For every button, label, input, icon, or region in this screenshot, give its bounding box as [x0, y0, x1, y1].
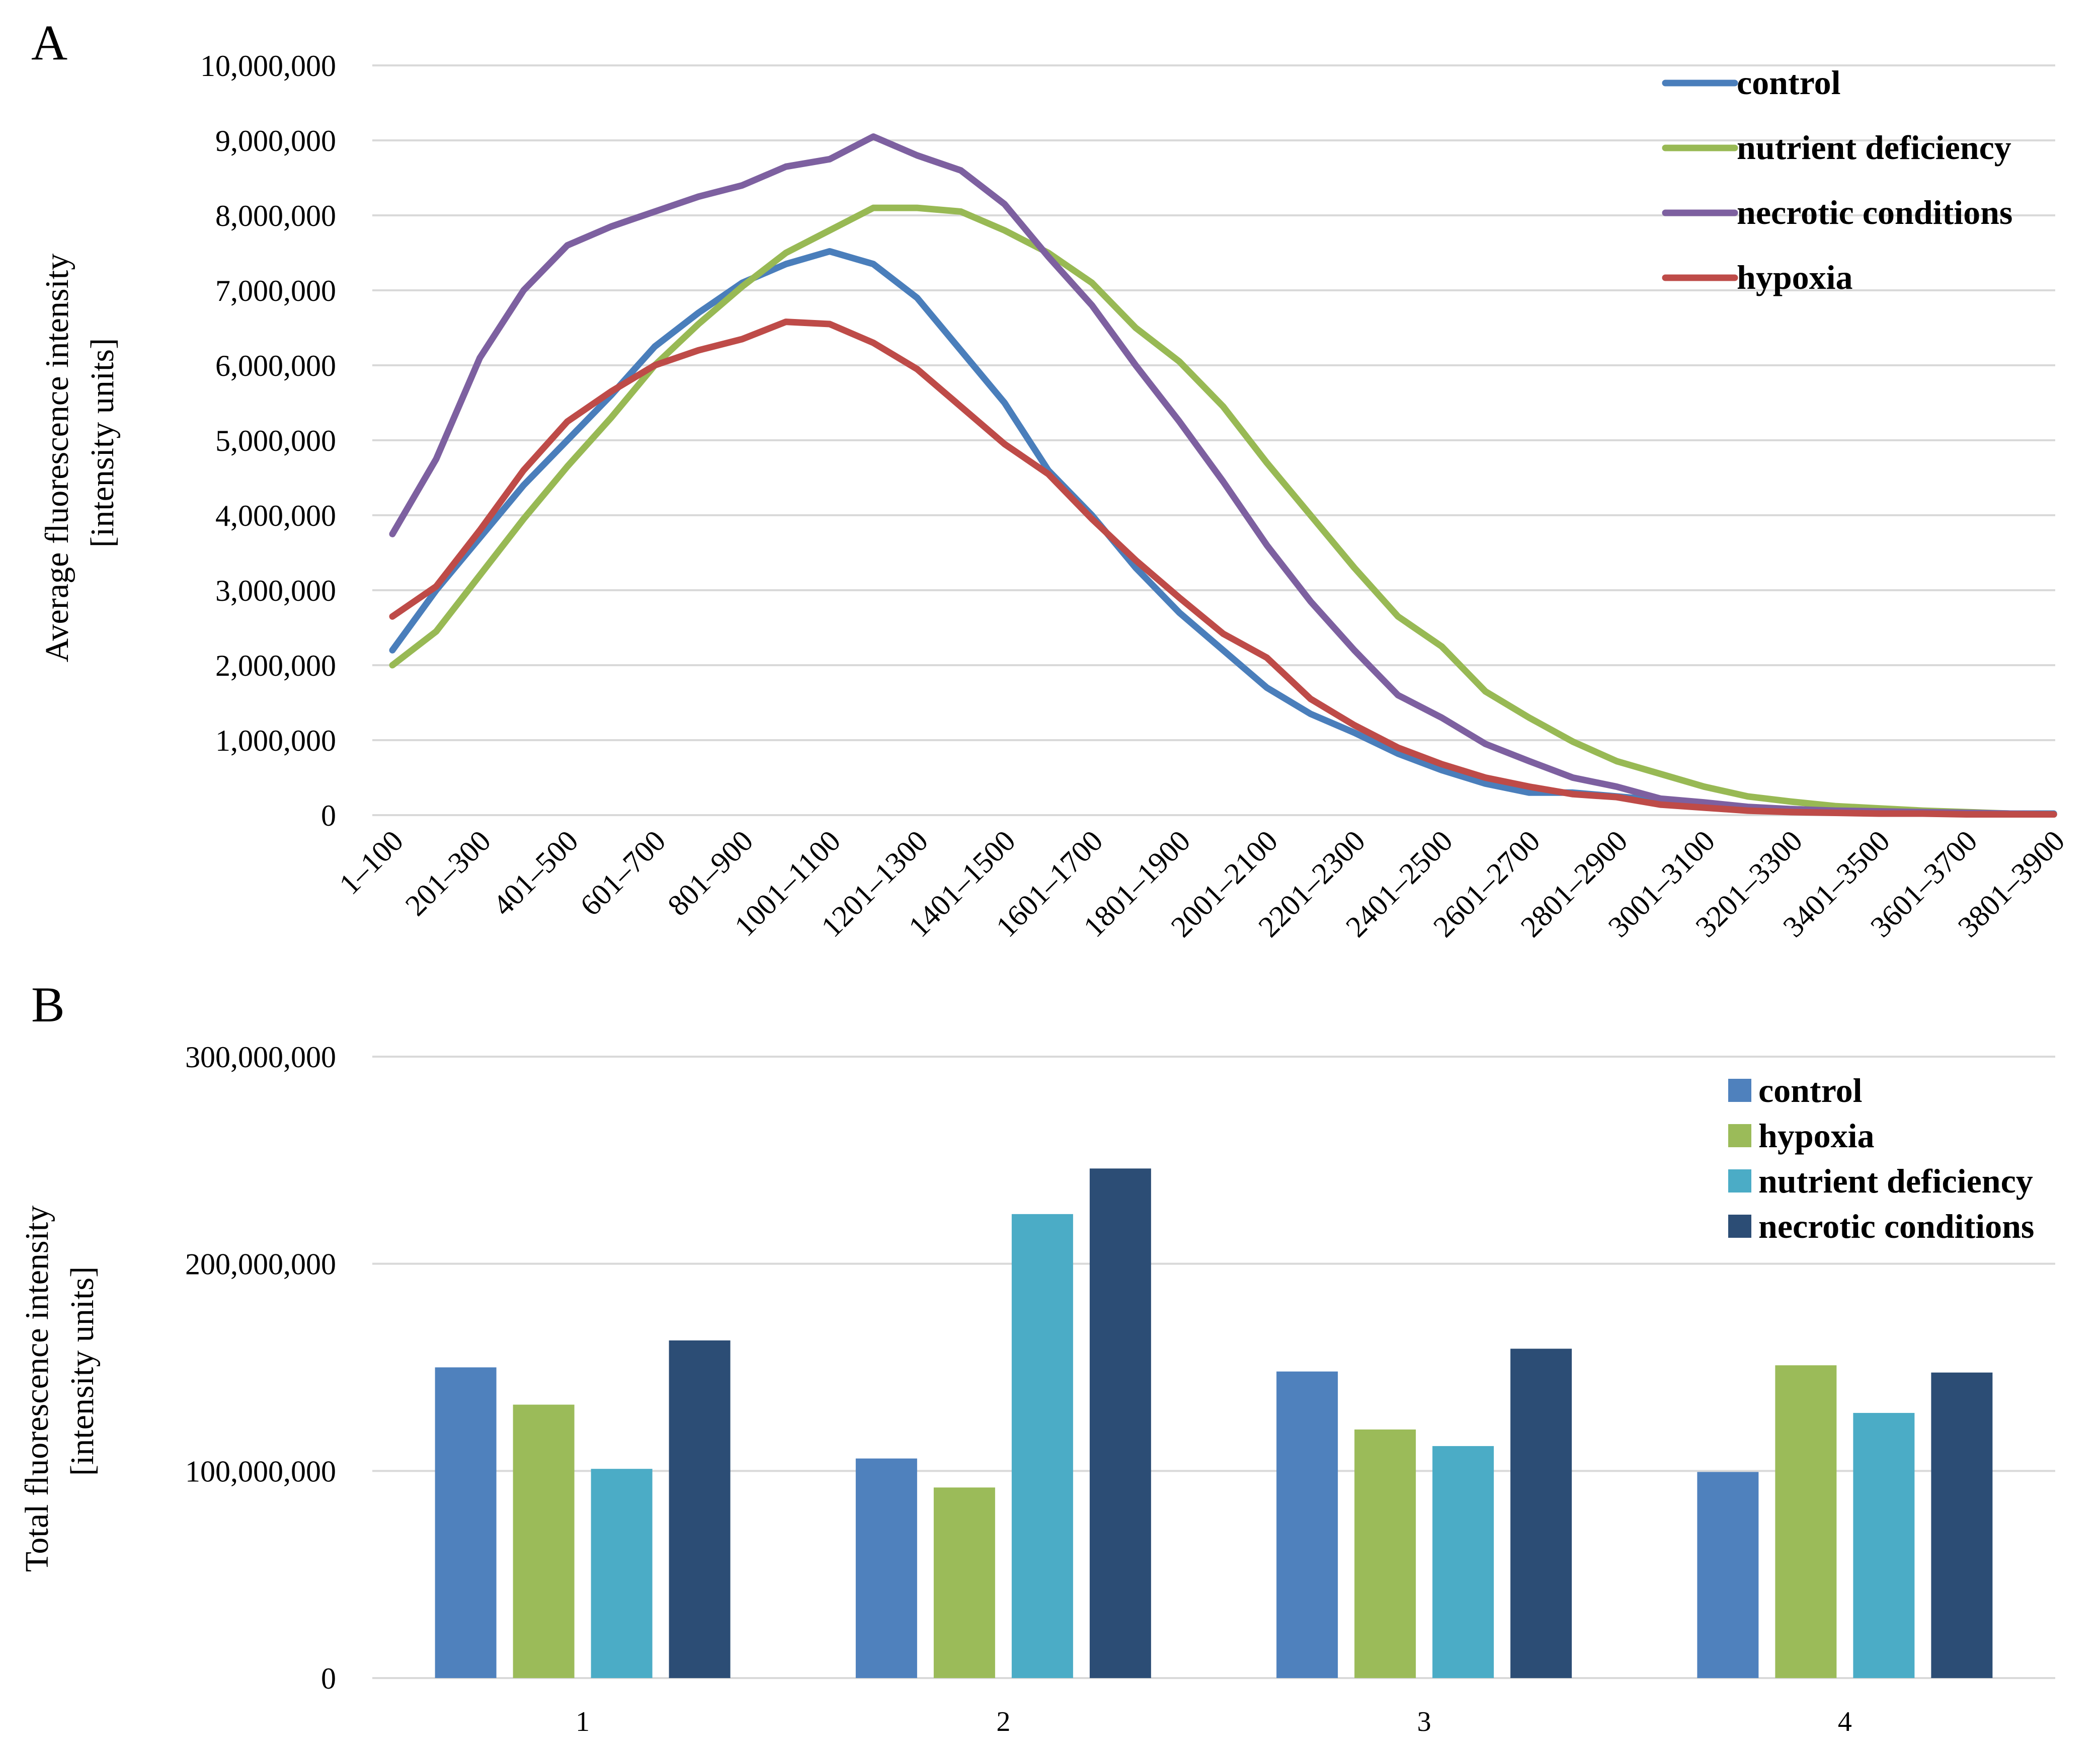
panel-a-y-tick-label: 7,000,000 [215, 274, 336, 307]
panel-b-bar-nutrient-deficiency-2 [1011, 1214, 1073, 1678]
panel-b-bar-hypoxia-3 [1354, 1429, 1416, 1678]
panel-a-ylabel-line1: Average fluorescence intensity [39, 254, 75, 662]
panel-b-legend-swatch-necrotic-conditions [1728, 1215, 1751, 1238]
panel-b-bar-hypoxia-2 [933, 1487, 995, 1678]
panel-b-y-tick-label: 200,000,000 [185, 1248, 336, 1281]
panel-b-bar-chart: B 0 100,000,000 200,000,000 300,000,000 1 2 3… [19, 977, 2055, 1737]
panel-a-ylabel-line2: [intensity units] [84, 338, 121, 547]
panel-b-legend-swatch-control [1728, 1079, 1751, 1102]
panel-a-y-tick-label: 2,000,000 [215, 649, 336, 682]
panel-b-bars [435, 1168, 1993, 1678]
panel-a-legend-label-hypoxia: hypoxia [1737, 258, 1853, 296]
panel-b-x-tick-label: 1 [576, 1706, 590, 1737]
panel-a-x-tick-label: 201–300 [399, 824, 497, 922]
panel-a-series-control [389, 248, 2057, 817]
panel-b-bar-control-4 [1697, 1472, 1759, 1678]
panel-b-bar-necrotic-conditions-4 [1931, 1372, 1993, 1678]
panel-a-series-lines [389, 133, 2057, 818]
panel-a-y-tick-label: 3,000,000 [215, 574, 336, 607]
panel-a-gridlines [372, 64, 2055, 816]
panel-b-bar-nutrient-deficiency-1 [591, 1469, 653, 1678]
panel-a-y-tick-label: 6,000,000 [215, 349, 336, 382]
panel-b-bar-necrotic-conditions-1 [669, 1340, 731, 1678]
panel-a-series-necrotic-conditions [389, 133, 2057, 818]
panel-b-y-tick-label: 300,000,000 [185, 1041, 336, 1074]
panel-a-x-tick-label: 401–500 [487, 824, 585, 922]
panel-a-y-tick-label: 0 [321, 799, 336, 832]
panel-b-bar-hypoxia-1 [513, 1404, 575, 1678]
panel-b-y-tick-label: 0 [321, 1662, 336, 1695]
panel-b-legend-swatch-hypoxia [1728, 1124, 1751, 1147]
panel-a-legend-label-control: control [1737, 63, 1841, 102]
panel-b-legend-label-nutrient-deficiency: nutrient deficiency [1758, 1162, 2033, 1200]
panel-a-y-tick-label: 8,000,000 [215, 199, 336, 232]
panel-a-x-tick-label: 1–100 [333, 824, 410, 901]
panel-a-letter: A [31, 15, 67, 70]
panel-a-legend: control nutrient deficiency necrotic condi… [1662, 63, 2012, 296]
panel-b-legend: control hypoxia nutrient deficiency necroti… [1728, 1071, 2034, 1245]
panel-a-series-hypoxia [389, 319, 2057, 818]
panel-a-y-tick-label: 4,000,000 [215, 499, 336, 532]
panel-b-gridlines [372, 1056, 2055, 1679]
panel-a-y-tick-label: 1,000,000 [215, 724, 336, 757]
panel-b-bar-nutrient-deficiency-4 [1853, 1413, 1915, 1678]
panel-b-legend-label-necrotic-conditions: necrotic conditions [1758, 1207, 2034, 1245]
panel-b-x-tick-label: 4 [1838, 1706, 1852, 1737]
panel-b-legend-label-hypoxia: hypoxia [1758, 1117, 1875, 1155]
panel-b-bar-control-2 [855, 1458, 917, 1678]
panel-b-x-tick-label: 2 [996, 1706, 1010, 1737]
panel-b-bar-control-3 [1276, 1371, 1338, 1678]
panel-b-bar-necrotic-conditions-3 [1510, 1348, 1572, 1678]
panel-b-x-ticks: 1 2 3 4 [576, 1706, 1852, 1737]
panel-b-bar-hypoxia-4 [1775, 1365, 1837, 1678]
panel-b-ylabel-line2: [intensity units] [64, 1266, 101, 1476]
panel-b-legend-label-control: control [1758, 1071, 1863, 1109]
panel-a-y-ticks: 0 1,000,000 2,000,000 3,000,000 4,000,000 5,0… [200, 49, 336, 832]
panel-a-line-chart: A 0 1,000,000 2,000,000 3,000,000 4,000,000 5… [31, 15, 2071, 943]
panel-a-y-tick-label: 5,000,000 [215, 424, 336, 457]
panel-b-bar-necrotic-conditions-2 [1089, 1168, 1151, 1678]
panel-b-letter: B [31, 977, 65, 1032]
panel-b-bar-control-1 [435, 1367, 497, 1678]
panel-b-y-tick-label: 100,000,000 [185, 1455, 336, 1488]
panel-a-legend-label-nutrient-deficiency: nutrient deficiency [1737, 128, 2011, 167]
panel-a-series-nutrient-deficiency [389, 204, 2057, 818]
panel-b-x-tick-label: 3 [1417, 1706, 1431, 1737]
panel-b-y-ticks: 0 100,000,000 200,000,000 300,000,000 [185, 1041, 336, 1695]
panel-a-y-tick-label: 10,000,000 [200, 49, 336, 83]
panel-b-ylabel-line1: Total fluorescence intensity [19, 1206, 55, 1572]
panel-a-x-ticks: 1–100201–300401–500601–700801–9001001–11… [333, 824, 2071, 944]
panel-a-legend-label-necrotic-conditions: necrotic conditions [1737, 193, 2012, 231]
panel-a-y-tick-label: 9,000,000 [215, 124, 336, 157]
panel-b-legend-swatch-nutrient-deficiency [1728, 1169, 1751, 1193]
panel-a-x-tick-label: 601–700 [574, 824, 672, 922]
panel-b-bar-nutrient-deficiency-3 [1432, 1446, 1494, 1678]
